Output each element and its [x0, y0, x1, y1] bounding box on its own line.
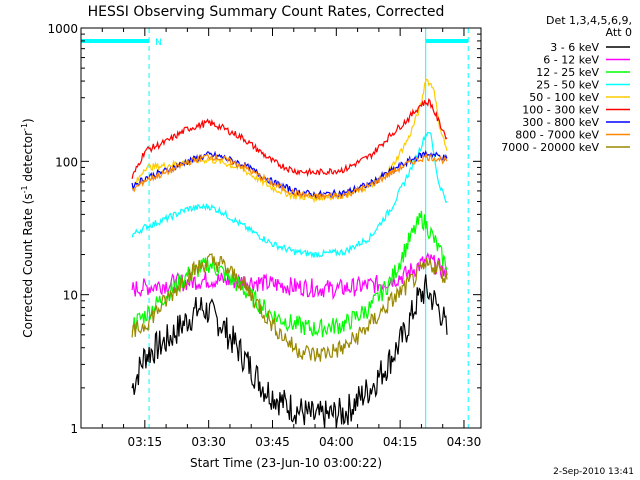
x-tick-label-1: 03:30 — [191, 435, 226, 449]
axes: 03:15 03:30 03:45 04:00 04:15 04:30 1 10 100 1000 — [47, 22, 481, 449]
x-tick-label-4: 04:15 — [383, 435, 418, 449]
series-line-6 — [131, 150, 448, 199]
y-tick-label-0: 1 — [70, 422, 78, 436]
legend-label-8: 7000 - 20000 keV — [501, 141, 599, 154]
plot-area: N — [81, 28, 469, 429]
legend-label-6: 300 - 800 keV — [522, 116, 599, 129]
y-axis-label: Corrected Count Rate (s-1 detector-1) — [20, 118, 35, 337]
night-flag-label: N — [155, 38, 162, 48]
series-line-3 — [131, 131, 448, 259]
legend-label-0: 3 - 6 keV — [550, 41, 599, 54]
x-tick-label-2: 03:45 — [255, 435, 290, 449]
y-axis-label-sup1: -1 — [20, 185, 29, 193]
series-line-7 — [132, 152, 448, 201]
x-tick-label-5: 04:30 — [447, 435, 482, 449]
series-line-2 — [131, 210, 448, 338]
legend-header-line1: Det 1,3,4,5,6,9, — [546, 14, 632, 27]
x-axis-label: Start Time (23-Jun-10 03:00:22) — [190, 456, 382, 470]
series-line-0 — [131, 274, 448, 429]
y-axis-label-end: ) — [21, 118, 35, 123]
legend-label-5: 100 - 300 keV — [522, 104, 599, 117]
x-tick-label-3: 04:00 — [319, 435, 354, 449]
y-axis-label-main: Corrected Count Rate (s — [21, 193, 35, 337]
legend-label-2: 12 - 25 keV — [536, 66, 599, 79]
y-tick-label-2: 100 — [55, 155, 78, 169]
legend-label-4: 50 - 100 keV — [529, 91, 599, 104]
legend-label-3: 25 - 50 keV — [536, 79, 599, 92]
legend-header-line2: Att 0 — [606, 26, 632, 39]
legend-label-7: 800 - 7000 keV — [515, 129, 599, 142]
series-line-8 — [131, 253, 448, 362]
y-axis-label-sup2: -1 — [20, 123, 29, 131]
legend-label-1: 6 - 12 keV — [543, 54, 599, 67]
x-tick-label-0: 03:15 — [128, 435, 163, 449]
series-line-4 — [131, 78, 448, 204]
chart-title: HESSI Observing Summary Count Rates, Cor… — [88, 4, 445, 20]
series-line-5 — [131, 98, 448, 180]
y-tick-label-3: 1000 — [47, 22, 78, 36]
y-tick-label-1: 10 — [63, 289, 78, 303]
plot-frame — [80, 27, 482, 429]
y-axis-label-mid: detector — [21, 131, 35, 186]
footer-date: 2-Sep-2010 13:41 — [553, 467, 634, 477]
